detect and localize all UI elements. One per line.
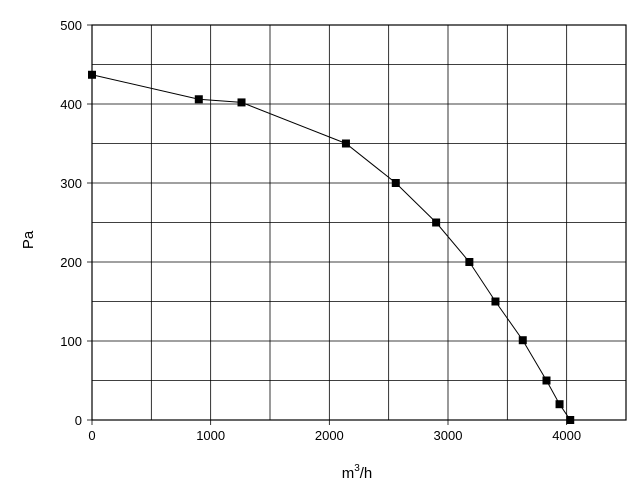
plot-frame xyxy=(91,24,627,421)
y-tick-label: 500 xyxy=(60,18,82,33)
data-point xyxy=(566,416,575,424)
data-point xyxy=(391,179,400,187)
data-point xyxy=(542,376,551,385)
x-axis-label-rest: /h xyxy=(360,465,373,482)
data-point xyxy=(237,98,246,107)
x-axis-label: m3/h xyxy=(342,463,373,482)
data-series xyxy=(88,70,575,424)
x-tick-label: 1000 xyxy=(196,428,225,443)
y-tick-label: 300 xyxy=(60,176,82,191)
x-axis-label-superscript: 3 xyxy=(354,463,360,474)
x-tick-label: 4000 xyxy=(552,428,581,443)
y-axis-label: Pa xyxy=(20,230,37,249)
y-tick-label: 0 xyxy=(75,413,82,428)
data-point xyxy=(518,336,527,345)
data-point xyxy=(194,95,203,104)
x-tick-label: 3000 xyxy=(434,428,463,443)
x-axis-label-base: m xyxy=(342,465,355,482)
x-tick-label: 0 xyxy=(88,428,95,443)
series-line xyxy=(91,74,571,421)
data-point xyxy=(491,297,500,306)
y-tick-label: 100 xyxy=(60,334,82,349)
axis-ticks: 0 1000 2000 3000 4000 0 100 200 300 400 500 xyxy=(60,18,581,443)
y-tick-label: 200 xyxy=(60,255,82,270)
data-point xyxy=(555,400,564,409)
x-tick-label: 2000 xyxy=(315,428,344,443)
data-point xyxy=(88,70,96,79)
y-tick-label: 400 xyxy=(60,97,82,112)
grid-lines xyxy=(92,25,626,420)
data-point xyxy=(341,139,350,148)
data-point xyxy=(432,218,441,227)
data-point xyxy=(465,258,474,266)
